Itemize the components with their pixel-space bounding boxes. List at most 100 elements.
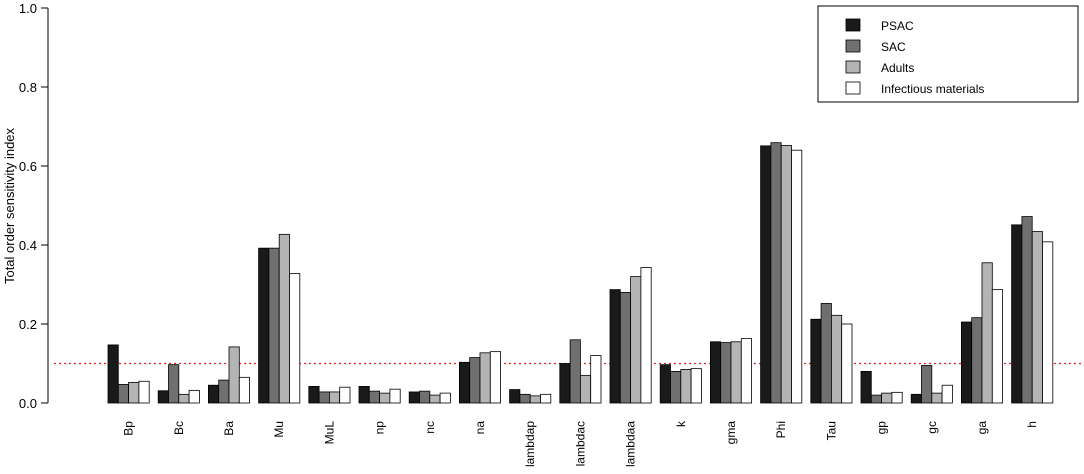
- bar-MuL-infectious-materials: [339, 386, 351, 404]
- x-tick-label: gp: [875, 421, 889, 435]
- bar-lambdac-adults: [580, 374, 592, 404]
- bar-na-psac: [458, 361, 471, 404]
- x-tick-label: MuL: [322, 421, 336, 445]
- bar-lambdap-adults: [529, 395, 541, 404]
- bar-nc-infectious-materials: [439, 392, 451, 404]
- bar-MuL-adults: [328, 391, 341, 404]
- bar-np-sac: [368, 390, 380, 404]
- bar-Bp-psac: [107, 344, 119, 404]
- bar-gc-adults: [931, 392, 943, 404]
- bar-lambdaa-infectious-materials: [640, 267, 652, 404]
- bar-MuL-sac: [318, 391, 330, 404]
- legend-label: PSAC: [881, 19, 914, 33]
- x-tick-label: lambdac: [573, 421, 587, 466]
- bar-Phi-sac: [770, 142, 782, 404]
- bar-lambdac-sac: [569, 339, 581, 404]
- bar-gc-sac: [921, 365, 933, 404]
- x-axis-labels: Bp Bc Ba Mu MuL np nc na lambdap lambdac lambdaa k g…: [122, 420, 1040, 467]
- x-tick-label: gc: [925, 421, 939, 434]
- bar-Phi-adults: [780, 145, 792, 404]
- bar-Mu-psac: [258, 247, 270, 404]
- bar-Phi-infectious-materials: [791, 149, 803, 404]
- x-tick-label: Phi: [774, 421, 788, 438]
- bar-Ba-infectious-materials: [238, 376, 251, 404]
- bar-lambdap-infectious-materials: [540, 393, 552, 404]
- x-tick-label: na: [473, 421, 487, 435]
- bar-Tau-infectious-materials: [841, 323, 853, 404]
- bar-Tau-psac: [810, 318, 822, 404]
- bar-Bc-sac: [168, 364, 180, 404]
- bar-k-infectious-materials: [690, 368, 702, 404]
- x-tick-label: gma: [724, 421, 738, 445]
- legend-swatch: [845, 81, 861, 95]
- bar-Bc-psac: [157, 390, 169, 404]
- y-tick-label: 0.8: [19, 80, 37, 95]
- bar-Ba-adults: [228, 346, 240, 404]
- bar-gma-psac: [710, 341, 722, 404]
- bar-nc-sac: [419, 390, 431, 404]
- bar-ga-psac: [961, 321, 973, 404]
- bar-np-psac: [358, 386, 370, 404]
- bar-ga-sac: [971, 317, 983, 404]
- bar-gma-infectious-materials: [740, 338, 752, 404]
- bar-Mu-adults: [278, 233, 290, 404]
- bar-k-psac: [659, 364, 671, 404]
- x-tick-label: ga: [975, 421, 989, 435]
- x-tick-label: Ba: [222, 421, 236, 436]
- bar-k-sac: [670, 370, 682, 404]
- bar-na-infectious-materials: [489, 351, 501, 404]
- x-tick-label: Mu: [272, 421, 286, 438]
- bar-gc-infectious-materials: [941, 384, 953, 404]
- y-axis-label: Total order sensitivity index: [2, 127, 17, 284]
- y-axis: 0.0 0.2 0.4 0.6 0.8 1.0: [19, 1, 49, 411]
- x-tick-label: Tau: [824, 421, 838, 440]
- bar-gc-psac: [910, 393, 922, 404]
- bar-gma-sac: [720, 342, 732, 404]
- bar-Bp-infectious-materials: [138, 380, 150, 404]
- bar-ga-adults: [981, 262, 993, 404]
- x-tick-label: k: [674, 420, 688, 427]
- bar-Bp-sac: [117, 384, 130, 404]
- legend-label: Adults: [881, 61, 914, 75]
- y-tick-label: 1.0: [19, 1, 37, 16]
- y-tick-label: 0.0: [19, 396, 37, 411]
- bar-lambdap-psac: [509, 389, 521, 404]
- bar-lambdaa-psac: [609, 289, 621, 404]
- y-tick-label: 0.2: [19, 317, 37, 332]
- bar-h-psac: [1011, 224, 1023, 404]
- bar-Bc-infectious-materials: [188, 389, 200, 404]
- bar-MuL-psac: [308, 386, 320, 404]
- x-tick-label: lambdaa: [624, 421, 638, 467]
- x-tick-label: Bp: [122, 421, 136, 436]
- legend: PSAC SAC Adults Infectious materials: [817, 5, 1079, 103]
- bar-gp-psac: [860, 370, 872, 404]
- bar-k-adults: [680, 369, 692, 404]
- y-tick-label: 0.6: [19, 159, 37, 174]
- bar-Tau-adults: [831, 314, 843, 404]
- y-tick-label: 0.4: [19, 238, 37, 253]
- bar-na-adults: [479, 352, 491, 404]
- bar-Phi-psac: [760, 145, 772, 404]
- bar-h-adults: [1031, 231, 1043, 404]
- x-tick-label: h: [1025, 421, 1039, 428]
- bar-Bc-adults: [178, 393, 190, 404]
- bar-lambdap-sac: [519, 393, 531, 404]
- bar-nc-psac: [408, 391, 420, 404]
- bar-lambdaa-sac: [619, 291, 631, 404]
- x-tick-label: lambdap: [523, 421, 537, 467]
- bar-np-infectious-materials: [389, 388, 401, 404]
- bars: [107, 142, 1054, 404]
- bar-gma-adults: [730, 341, 742, 404]
- bar-Mu-sac: [268, 247, 280, 404]
- bar-h-infectious-materials: [1042, 241, 1054, 404]
- bar-na-sac: [469, 357, 481, 404]
- legend-swatch: [845, 60, 861, 74]
- bar-gp-infectious-materials: [891, 391, 903, 404]
- legend-swatch: [845, 18, 861, 32]
- bar-np-adults: [379, 392, 391, 404]
- bar-lambdac-psac: [559, 363, 571, 404]
- legend-box: [817, 5, 1079, 103]
- bar-Ba-psac: [207, 384, 220, 404]
- bar-lambdac-infectious-materials: [590, 355, 602, 404]
